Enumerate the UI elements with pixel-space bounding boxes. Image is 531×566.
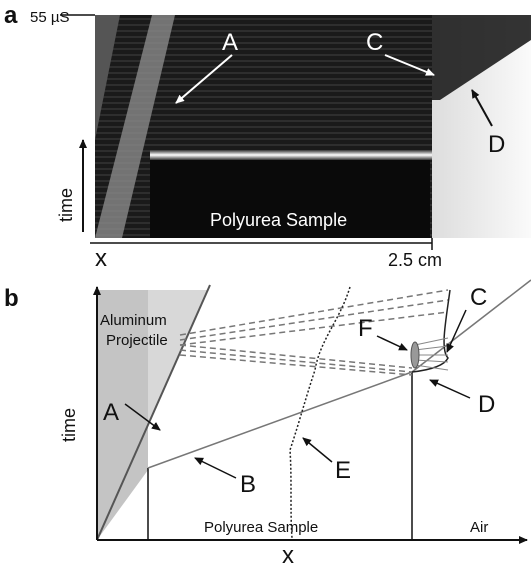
label: E bbox=[335, 457, 351, 484]
axis-label: time bbox=[56, 188, 76, 222]
panel-b: b Aluminum Projectile A B C D E F time P… bbox=[4, 280, 531, 566]
axis-label: x bbox=[282, 542, 294, 566]
label: A bbox=[222, 29, 238, 56]
label: B bbox=[240, 471, 256, 498]
label: A bbox=[103, 399, 119, 426]
arrow bbox=[195, 458, 236, 478]
cavity bbox=[411, 342, 419, 368]
time-label: 55 µS bbox=[30, 9, 70, 26]
label: C bbox=[470, 284, 487, 311]
label: D bbox=[488, 131, 505, 158]
label: F bbox=[358, 315, 373, 342]
arrow bbox=[447, 310, 466, 352]
sample-label: Polyurea Sample bbox=[210, 210, 347, 230]
label: C bbox=[366, 29, 383, 56]
sample-label: Polyurea Sample bbox=[204, 519, 318, 536]
figure: a 55 µS A C D time x 2.5 cm Polyurea Sam… bbox=[0, 0, 531, 566]
axis-label: x bbox=[95, 245, 107, 272]
air-label: Air bbox=[470, 519, 488, 536]
arrow bbox=[430, 380, 470, 398]
length-label: 2.5 cm bbox=[388, 250, 442, 270]
panel-label: a bbox=[4, 2, 18, 29]
arrow bbox=[377, 336, 407, 350]
panel-a: a 55 µS A C D time x 2.5 cm Polyurea Sam… bbox=[4, 2, 531, 272]
bright-line bbox=[150, 150, 432, 160]
dashed-waves bbox=[180, 290, 448, 375]
projectile-label: Aluminum bbox=[100, 312, 167, 329]
axis-label: time bbox=[59, 408, 79, 442]
panel-label: b bbox=[4, 285, 19, 312]
label: D bbox=[478, 391, 495, 418]
wave-b bbox=[148, 372, 412, 468]
arrow bbox=[303, 438, 332, 462]
projectile-label: Projectile bbox=[106, 332, 168, 349]
